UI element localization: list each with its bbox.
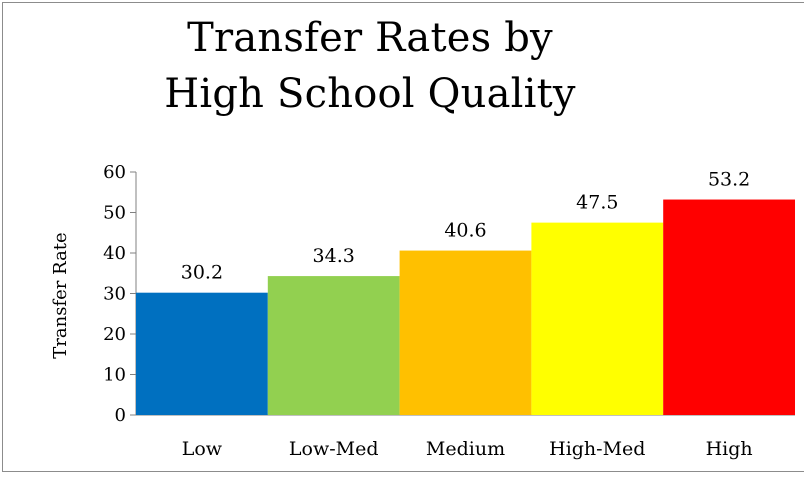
y-tick-label: 0: [115, 405, 126, 426]
y-tick-label: 30: [103, 284, 126, 305]
x-category-label: Medium: [426, 438, 505, 460]
data-label: 47.5: [576, 192, 618, 214]
y-tick-label: 40: [103, 243, 126, 264]
data-label: 53.2: [708, 169, 750, 191]
x-category-label: High-Med: [549, 438, 645, 460]
data-label: 34.3: [313, 245, 355, 267]
bar-medium: [399, 250, 532, 415]
bar-high: [663, 199, 795, 415]
labels: 30.2 Low 34.3 Low-Med 40.6 Medium 47.5 High-Med…: [181, 169, 753, 460]
y-tick-label: 10: [103, 365, 126, 386]
x-category-label: Low-Med: [289, 438, 379, 460]
x-category-label: High: [706, 438, 753, 460]
y-axis-title: Transfer Rate: [50, 232, 71, 358]
chart-title-line-2: High School Quality: [164, 71, 576, 117]
y-tick-label: 20: [103, 324, 126, 345]
bar-high-med: [531, 222, 664, 415]
chart-title-line-1: Transfer Rates by: [187, 15, 553, 61]
bars: [136, 199, 795, 415]
bar-low-med: [267, 276, 400, 415]
y-tick-label: 50: [103, 203, 126, 224]
data-label: 30.2: [181, 262, 223, 284]
x-category-label: Low: [182, 438, 223, 460]
bar-low: [136, 292, 268, 415]
data-label: 40.6: [444, 220, 486, 242]
y-tick-label: 60: [103, 162, 126, 183]
